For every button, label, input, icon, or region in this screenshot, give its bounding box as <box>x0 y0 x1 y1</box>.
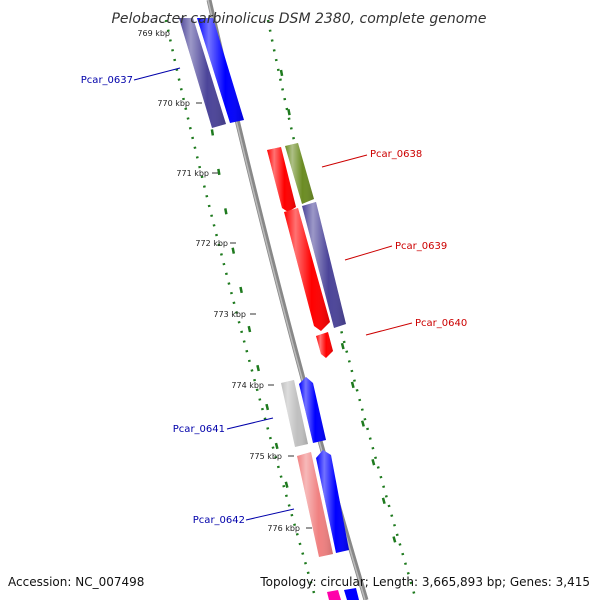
gene-label-pcar-0641[interactable]: Pcar_0641 <box>173 424 225 435</box>
gene-pcar-0642[interactable] <box>297 450 349 557</box>
label-leader-pcar-0640 <box>365 322 413 336</box>
genome-summary-text: Topology: circular; Length: 3,665,893 bp… <box>260 575 590 589</box>
gene-pcar-0641[interactable] <box>281 377 326 447</box>
tick-label-771: 771 kbp <box>176 169 209 178</box>
gene-label-pcar-0638[interactable]: Pcar_0638 <box>370 149 422 160</box>
label-leader-pcar-0638 <box>321 154 368 168</box>
bar-shading <box>179 18 226 128</box>
bar-shading <box>316 332 333 358</box>
bar-shading <box>299 377 326 443</box>
tick-label-773: 773 kbp <box>213 310 246 319</box>
bar-shading <box>297 452 333 557</box>
map-title: Pelobacter carbinolicus DSM 2380, comple… <box>111 11 486 27</box>
cds-forward-bar <box>344 588 359 600</box>
bar-shading <box>316 450 349 553</box>
gene-label-pcar-0637[interactable]: Pcar_0637 <box>81 75 133 86</box>
bar-shading <box>281 380 308 447</box>
bar-shading <box>267 147 296 212</box>
gene-pcar-0639[interactable] <box>284 202 346 331</box>
bar-shading <box>302 202 346 328</box>
tick-label-775: 775 kbp <box>249 452 282 461</box>
gc-content-track-inner <box>164 19 318 600</box>
gene-pcar-0640[interactable] <box>316 332 333 358</box>
gene-pcar-0638[interactable] <box>267 143 314 212</box>
cog-bar <box>327 590 341 600</box>
label-leader-pcar-0641 <box>226 417 274 430</box>
label-leader-pcar-0637 <box>133 67 181 81</box>
label-leader-pcar-0642 <box>245 508 295 521</box>
tick-label-776: 776 kbp <box>267 524 300 533</box>
gene-next-partial[interactable] <box>327 588 359 600</box>
tick-label-774: 774 kbp <box>231 381 264 390</box>
bar-shading <box>197 18 244 123</box>
gene-label-pcar-0640[interactable]: Pcar_0640 <box>415 318 467 329</box>
bar-shading <box>284 208 330 331</box>
label-leader-pcar-0639 <box>344 245 393 261</box>
bar-shading <box>285 143 314 204</box>
gene-label-pcar-0642[interactable]: Pcar_0642 <box>193 515 245 526</box>
tick-label-770: 770 kbp <box>157 99 190 108</box>
tick-label-769: 769 kbp <box>137 29 170 38</box>
gc-content-track-outer <box>266 19 418 600</box>
tick-label-772: 772 kbp <box>195 239 228 248</box>
gene-pcar-0637[interactable] <box>179 18 244 128</box>
accession-text: Accession: NC_007498 <box>8 575 145 589</box>
gene-label-pcar-0639[interactable]: Pcar_0639 <box>395 241 447 252</box>
